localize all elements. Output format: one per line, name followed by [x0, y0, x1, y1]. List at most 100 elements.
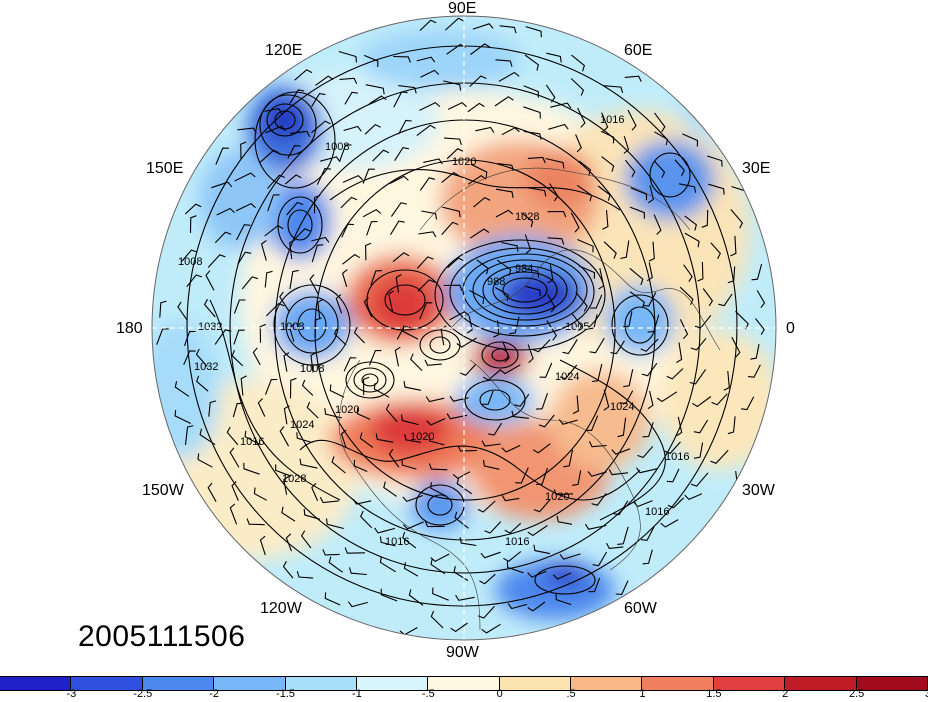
wind-barb	[379, 556, 396, 573]
wind-barb	[501, 495, 520, 502]
wind-barb	[578, 265, 596, 279]
wind-barb	[623, 369, 634, 388]
wind-barb	[229, 447, 240, 468]
wind-barb	[694, 314, 712, 329]
wind-barb	[469, 228, 490, 239]
wind-barb	[488, 422, 503, 436]
wind-barb	[559, 553, 581, 560]
wind-barb	[693, 419, 709, 434]
wind-barb	[496, 259, 512, 276]
wind-barb	[503, 551, 522, 562]
wind-barb	[229, 503, 238, 525]
wind-barb	[684, 493, 703, 501]
wind-barb	[667, 497, 685, 509]
lon-label-120e: 120E	[265, 42, 303, 59]
wind-barb	[480, 551, 501, 559]
wind-barb	[393, 91, 408, 108]
wind-barb	[385, 403, 398, 423]
wind-barb	[515, 467, 529, 484]
wind-barb	[392, 252, 410, 263]
wind-barb	[303, 508, 321, 520]
wind-barb	[264, 224, 284, 237]
wind-barb	[629, 267, 644, 286]
wind-barb	[344, 91, 358, 105]
wind-barb	[402, 494, 423, 503]
wind-barb	[344, 547, 366, 554]
wind-barb	[362, 209, 382, 218]
wind-barb	[388, 290, 395, 312]
wind-barb	[660, 519, 679, 528]
colorbar	[0, 676, 928, 691]
wind-barb	[232, 402, 244, 418]
wind-barb	[501, 127, 520, 136]
wind-barb	[446, 148, 464, 160]
wind-barb	[244, 430, 261, 445]
colorbar-swatch	[71, 677, 143, 690]
colorbar-tick-label: -1.5	[276, 688, 296, 700]
wind-barb	[619, 390, 634, 405]
colorbar-swatch	[214, 677, 286, 690]
wind-barb	[497, 163, 514, 172]
wind-barb	[325, 518, 344, 530]
wind-barb	[368, 349, 382, 366]
wind-barb	[444, 137, 462, 145]
wind-barb	[654, 112, 666, 133]
wind-barb	[183, 330, 196, 346]
wind-barb	[678, 183, 697, 193]
wind-barb	[446, 413, 468, 420]
wind-barb	[442, 206, 461, 218]
wind-barb	[611, 448, 631, 455]
wind-barb	[623, 136, 630, 154]
wind-barb	[184, 425, 194, 446]
wind-barb	[641, 526, 655, 541]
wind-barb	[459, 537, 477, 547]
wind-barb	[455, 594, 475, 601]
wind-barb	[286, 201, 304, 216]
wind-barb	[481, 440, 501, 447]
wind-barb	[313, 194, 321, 214]
wind-barb	[231, 349, 244, 367]
wind-barb	[447, 101, 467, 110]
colorbar-tick-label: 1.5	[706, 688, 722, 700]
wind-barb	[240, 141, 247, 160]
wind-barb	[338, 50, 358, 63]
wind-barb	[316, 168, 331, 185]
wind-barb	[549, 183, 559, 202]
wind-barb	[547, 210, 567, 218]
wind-barb	[527, 156, 546, 164]
wind-barb	[281, 506, 296, 522]
wind-barb	[523, 85, 539, 98]
wind-barb	[356, 407, 371, 420]
wind-barb	[416, 124, 436, 137]
wind-barb	[177, 301, 188, 321]
wind-barb	[470, 43, 491, 55]
wind-barb	[467, 102, 485, 113]
wind-barb	[419, 177, 436, 191]
wind-barb	[368, 95, 387, 105]
lon-label-90w: 90W	[446, 644, 479, 661]
wind-barb	[608, 469, 629, 476]
wind-barb	[588, 441, 607, 448]
wind-barb	[389, 175, 409, 185]
lon-label-30e: 30E	[742, 160, 771, 177]
wind-barb	[428, 463, 448, 471]
wind-barb	[430, 610, 444, 629]
wind-barb	[265, 125, 286, 134]
wind-barb	[159, 300, 167, 318]
wind-barb	[403, 381, 422, 391]
wind-barb	[524, 54, 540, 71]
wind-barb	[469, 289, 485, 305]
wind-barb	[360, 510, 373, 529]
wind-barb	[606, 542, 624, 549]
wind-barb	[419, 302, 433, 320]
wind-barb	[507, 603, 528, 610]
wind-barb	[571, 312, 583, 332]
wind-barb	[627, 109, 637, 131]
wind-barb	[450, 622, 468, 633]
colorbar-tick-label: 2	[782, 688, 789, 700]
wind-barb	[598, 268, 605, 290]
wind-barb	[656, 391, 678, 403]
contour-label: 1008	[280, 321, 304, 333]
wind-barb	[499, 25, 517, 34]
lon-label-150w: 150W	[142, 482, 184, 499]
